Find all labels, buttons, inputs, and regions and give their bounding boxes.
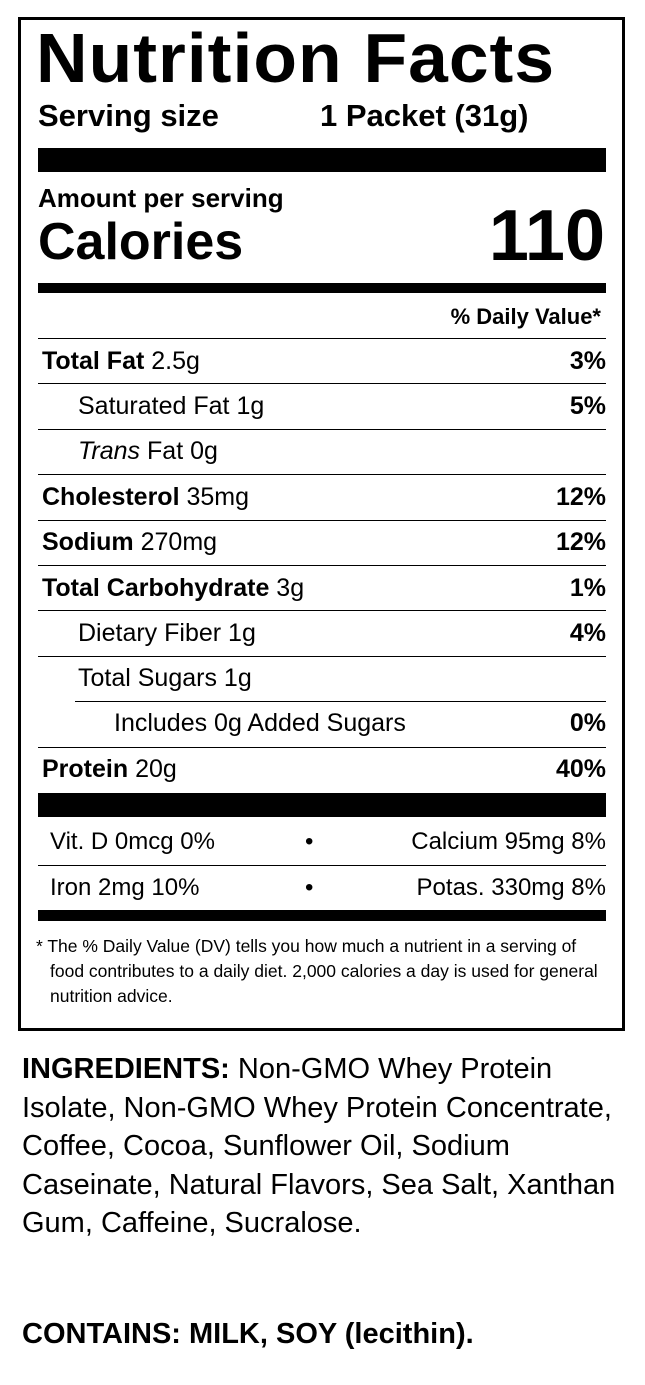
- nutrient-amount: 1g: [236, 392, 265, 421]
- title: Nutrition Facts: [36, 19, 556, 97]
- nutrient-dv: 1%: [569, 573, 606, 602]
- thick-divider: [38, 793, 606, 817]
- nutrient-dv: 0%: [569, 709, 606, 738]
- nutrient-dv: 4%: [569, 619, 606, 648]
- thick-divider: [38, 148, 606, 172]
- ingredients-text: Non-GMO Whey Protein Isolate, Non-GMO Wh…: [22, 1053, 616, 1239]
- nutrient-amount: 1g: [228, 619, 256, 648]
- row-cholesterol: Cholesterol 35mg 12%: [38, 474, 606, 519]
- nutrient-dv: 3%: [569, 346, 606, 375]
- row-total-carbohydrate: Total Carbohydrate 3g 1%: [38, 564, 606, 610]
- amount-per-serving: Amount per serving: [38, 183, 284, 213]
- vitamin-right: Calcium 95mg 8%: [411, 827, 606, 855]
- nutrient-amount: 3g: [276, 573, 305, 602]
- nutrient-amount: 2.5g: [151, 346, 200, 375]
- allergen-statement: CONTAINS: MILK, SOY (lecithin).: [22, 1318, 474, 1350]
- nutrient-amount: 270mg: [140, 528, 218, 557]
- row-added-sugars: Includes 0g Added Sugars 0%: [38, 701, 606, 746]
- bullet: •: [305, 827, 314, 855]
- nutrient-amount: 0g: [190, 437, 218, 466]
- nutrient-amount: 35mg: [186, 482, 250, 511]
- nutrient-dv: 40%: [555, 755, 606, 784]
- nutrient-dv: 5%: [569, 392, 606, 421]
- nutrition-facts-panel: [18, 17, 625, 1031]
- nutrient-name: Includes 0g Added Sugars: [114, 709, 406, 738]
- calories-value: 110: [488, 196, 605, 276]
- nutrient-dv: 12%: [555, 482, 606, 511]
- row-sodium: Sodium 270mg 12%: [38, 519, 606, 565]
- medium-divider: [38, 910, 606, 921]
- ingredients-label: INGREDIENTS:: [22, 1053, 230, 1085]
- row-total-fat: Total Fat 2.5g 3%: [38, 338, 606, 383]
- nutrient-amount: 1g: [223, 664, 252, 693]
- nutrient-table: Total Fat 2.5g 3% Saturated Fat 1g 5% Tran…: [38, 338, 606, 792]
- nutrient-name: Trans: [78, 437, 141, 466]
- vitamin-row: Vit. D 0mcg 0% • Calcium 95mg 8%: [38, 818, 606, 865]
- nutrient-name: Total Fat: [42, 346, 145, 375]
- nutrient-name: Total Carbohydrate: [42, 573, 270, 602]
- vitamin-row: Iron 2mg 10% • Potas. 330mg 8%: [38, 865, 606, 910]
- calories-label: Calories: [38, 213, 244, 271]
- row-saturated-fat: Saturated Fat 1g 5%: [38, 383, 606, 428]
- nutrient-name: Cholesterol: [42, 482, 180, 511]
- serving-size-value: 1 Packet (31g): [320, 98, 529, 133]
- row-trans-fat: Trans Fat 0g: [38, 428, 606, 474]
- daily-value-header: % Daily Value*: [450, 304, 601, 329]
- bullet: •: [305, 874, 314, 901]
- nutrient-name: Sodium: [42, 528, 134, 557]
- vitamin-left: Vit. D 0mcg 0%: [50, 827, 215, 855]
- nutrient-name: Dietary Fiber: [78, 619, 222, 648]
- footnote: * The % Daily Value (DV) tells you how m…: [36, 936, 598, 1006]
- nutrient-dv: 12%: [555, 528, 606, 557]
- nutrient-amount: 20g: [135, 755, 177, 784]
- nutrient-name: Saturated Fat: [78, 392, 230, 421]
- vitamin-right: Potas. 330mg 8%: [416, 874, 606, 901]
- row-protein: Protein 20g 40%: [38, 746, 606, 792]
- ingredients: INGREDIENTS: Non-GMO Whey Protein Isolat…: [22, 1050, 632, 1243]
- vitamins-minerals: Vit. D 0mcg 0% • Calcium 95mg 8% Iron 2mg …: [38, 818, 606, 910]
- serving-size-label: Serving size: [38, 98, 219, 133]
- row-dietary-fiber: Dietary Fiber 1g 4%: [38, 610, 606, 655]
- nutrient-name: Protein: [42, 755, 129, 784]
- nutrient-name: Total Sugars: [78, 664, 217, 693]
- medium-divider: [38, 283, 606, 293]
- row-total-sugars: Total Sugars 1g: [38, 655, 606, 701]
- nutrient-name-rest: Fat: [147, 437, 184, 466]
- vitamin-left: Iron 2mg 10%: [50, 874, 200, 901]
